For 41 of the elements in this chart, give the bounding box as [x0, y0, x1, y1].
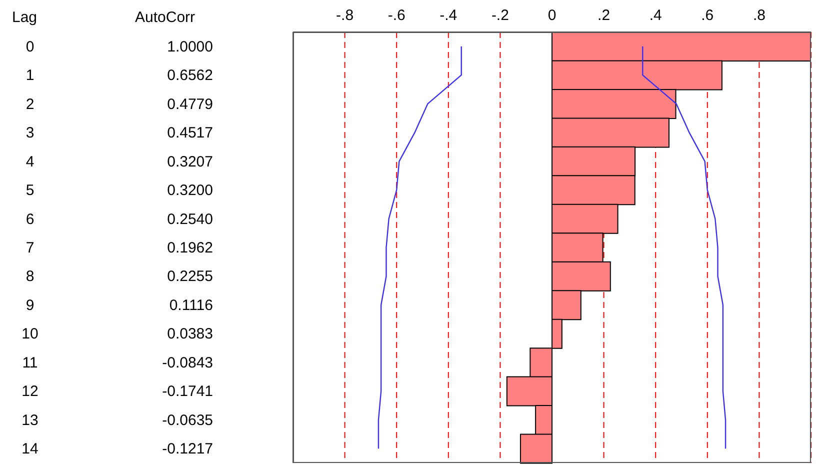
y-tick-label: 7	[26, 240, 34, 256]
y-tick-label: 9	[26, 296, 34, 314]
data-label: -0.0635	[162, 412, 213, 429]
data-label: 0.4517	[167, 124, 213, 142]
y-tick-label: 14	[22, 440, 38, 458]
y-tick-label: 13	[22, 412, 38, 429]
y-tick-label: 8	[26, 268, 34, 286]
y-tick-label: 5	[26, 182, 34, 200]
y-tick-label: 11	[22, 354, 38, 372]
y-tick-label: 0	[26, 38, 34, 56]
x2-tick-label: .6	[701, 7, 714, 24]
data-label: -0.0843	[162, 354, 213, 372]
y-tick-label: 1	[26, 67, 34, 84]
x2-tick-label: .8	[752, 7, 766, 24]
y-axis-title: Lag	[12, 9, 38, 26]
text: AutoCorr	[135, 9, 196, 26]
y-tick-label: 2	[26, 96, 34, 113]
data-label: 0.6562	[167, 67, 213, 84]
x2-tick-label: -.6	[388, 7, 406, 24]
x2-tick-label: -.4	[440, 7, 458, 24]
data-label: 1.0000	[167, 38, 213, 56]
x2-tick-label: 0	[548, 7, 556, 24]
data-label: 0.4779	[167, 96, 213, 113]
data-label: 0.0383	[167, 326, 213, 343]
data-label: 0.2255	[167, 268, 213, 286]
x2-tick-label: .4	[649, 7, 662, 24]
data-label: 0.1116	[169, 296, 213, 314]
y-tick-label: 10	[22, 326, 38, 343]
data-label: 0.3207	[167, 153, 213, 170]
x2-tick-label: .2	[598, 7, 610, 24]
y-tick-label: 3	[26, 124, 34, 142]
data-label: 0.2540	[167, 210, 213, 228]
data-label: -0.1741	[162, 383, 213, 400]
data-label: -0.1217	[162, 440, 213, 458]
y-tick-label: 12	[22, 383, 38, 400]
y-tick-label: 4	[26, 153, 34, 170]
y-tick-label: 6	[26, 210, 34, 228]
x2-tick-label: -.2	[491, 7, 509, 24]
data-label: 0.3200	[167, 182, 213, 200]
data-label: 0.1962	[167, 240, 213, 256]
x2-tick-label: -.8	[336, 7, 354, 24]
